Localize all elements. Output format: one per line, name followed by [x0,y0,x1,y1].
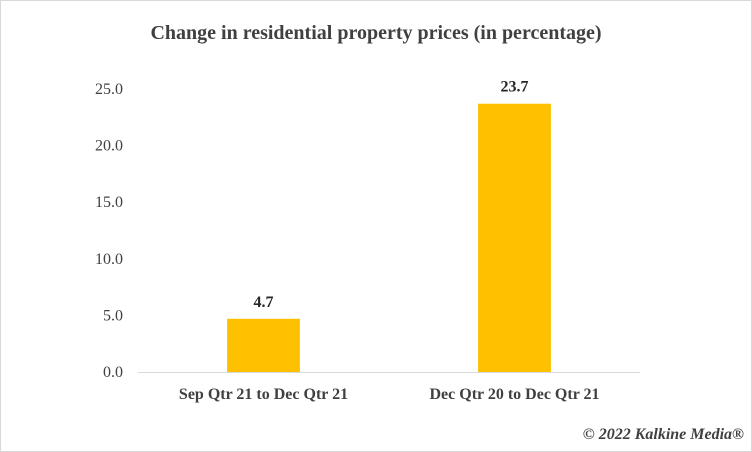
data-label: 4.7 [254,294,274,311]
bar [478,103,551,372]
chart-title: Change in residential property prices (i… [150,22,602,44]
data-label: 23.7 [501,79,529,96]
y-tick-label: 25.0 [95,81,123,98]
copyright-credit: © 2022 Kalkine Media® [582,426,744,443]
x-category-label: Dec Qtr 20 to Dec Qtr 21 [429,386,599,403]
x-axis: Sep Qtr 21 to Dec Qtr 21 Dec Qtr 20 to De… [179,386,600,403]
y-tick-label: 5.0 [103,307,123,324]
y-axis: 0.0 5.0 10.0 15.0 20.0 25.0 [95,81,123,381]
y-tick-label: 20.0 [95,138,123,155]
y-tick-label: 15.0 [95,194,123,211]
bar [227,318,300,372]
y-tick-label: 10.0 [95,251,123,268]
x-category-label: Sep Qtr 21 to Dec Qtr 21 [179,386,348,403]
y-tick-label: 0.0 [103,364,123,381]
bars: 4.7 23.7 [227,79,551,372]
